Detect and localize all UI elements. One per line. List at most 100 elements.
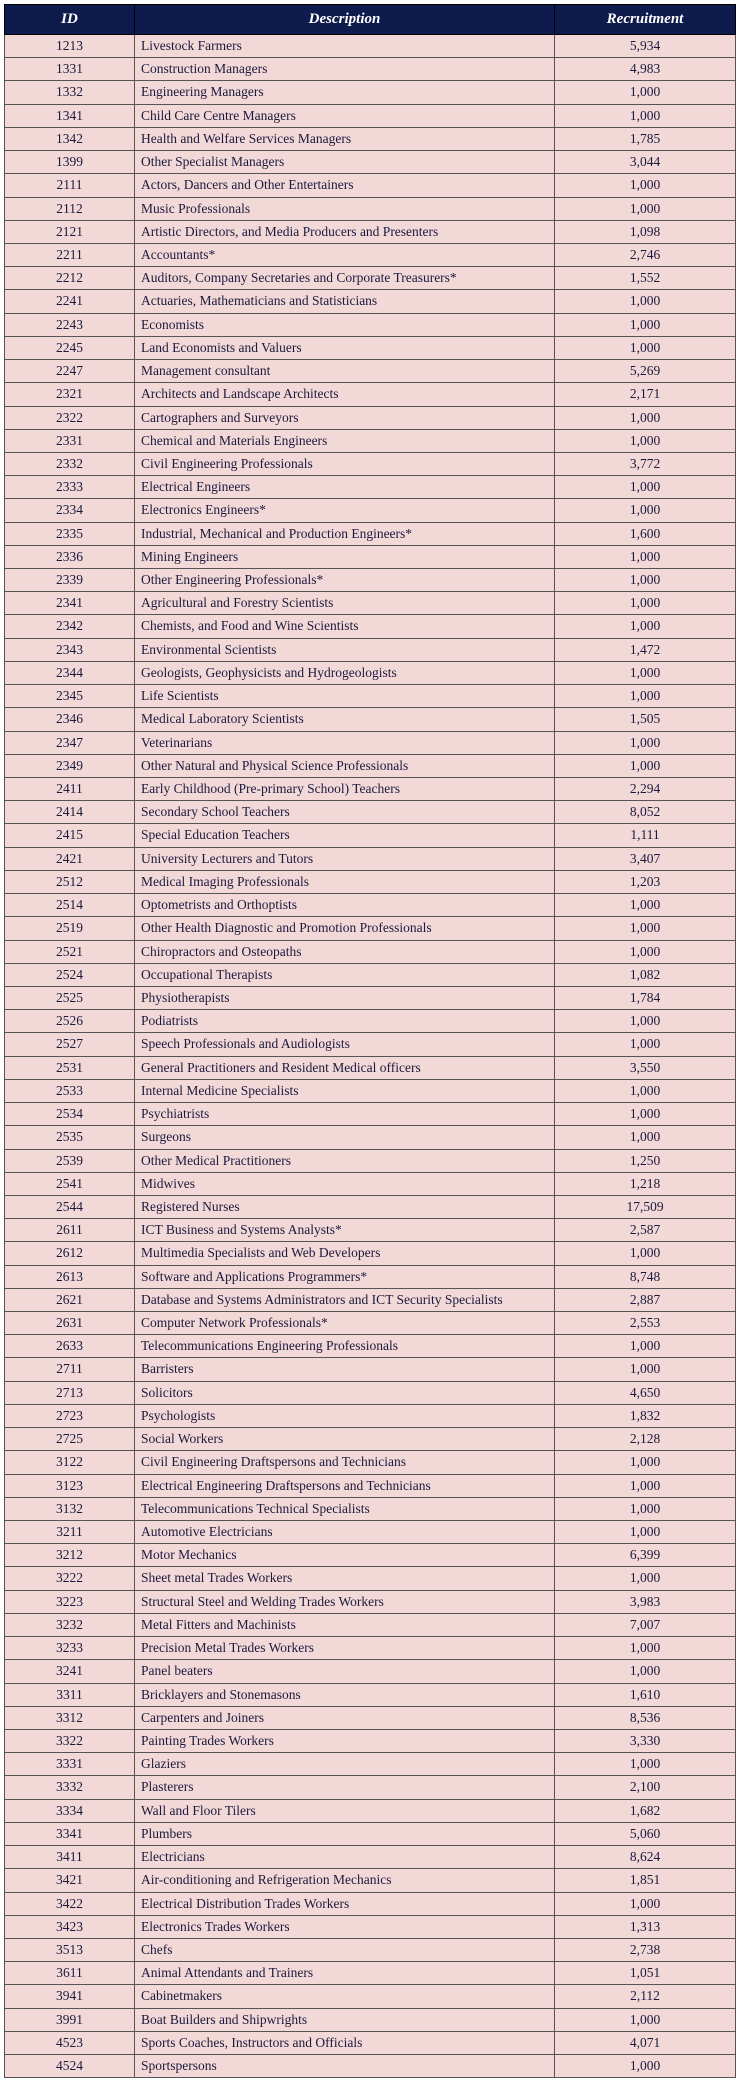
table-row: 2333Electrical Engineers1,000 [5,476,736,499]
cell-id: 2723 [5,1404,135,1427]
cell-id: 2341 [5,592,135,615]
cell-description: Actors, Dancers and Other Entertainers [135,174,555,197]
cell-recruitment: 17,509 [555,1195,736,1218]
table-row: 2339Other Engineering Professionals*1,00… [5,569,736,592]
table-header: ID Description Recruitment [5,5,736,35]
table-row: 2415Special Education Teachers1,111 [5,824,736,847]
cell-id: 2524 [5,963,135,986]
cell-id: 2519 [5,917,135,940]
table-row: 2322Cartographers and Surveyors1,000 [5,406,736,429]
cell-id: 2121 [5,220,135,243]
table-row: 2535Surgeons1,000 [5,1126,736,1149]
cell-description: Plumbers [135,1822,555,1845]
cell-recruitment: 1,600 [555,522,736,545]
cell-id: 4524 [5,2055,135,2078]
cell-description: Medical Imaging Professionals [135,870,555,893]
cell-id: 1331 [5,58,135,81]
table-row: 3421Air-conditioning and Refrigeration M… [5,1869,736,1892]
cell-recruitment: 1,000 [555,661,736,684]
cell-id: 3241 [5,1660,135,1683]
table-row: 2414Secondary School Teachers8,052 [5,801,736,824]
cell-recruitment: 1,682 [555,1799,736,1822]
cell-id: 2342 [5,615,135,638]
cell-description: Environmental Scientists [135,638,555,661]
cell-description: Metal Fitters and Machinists [135,1613,555,1636]
table-row: 2243Economists1,000 [5,313,736,336]
cell-recruitment: 1,000 [555,1358,736,1381]
cell-description: Painting Trades Workers [135,1729,555,1752]
cell-recruitment: 1,000 [555,592,736,615]
cell-recruitment: 1,000 [555,1335,736,1358]
cell-description: Civil Engineering Professionals [135,452,555,475]
table-row: 2335Industrial, Mechanical and Productio… [5,522,736,545]
cell-recruitment: 1,000 [555,1242,736,1265]
table-row: 2411Early Childhood (Pre-primary School)… [5,778,736,801]
table-row: 3991Boat Builders and Shipwrights1,000 [5,2008,736,2031]
cell-recruitment: 2,128 [555,1428,736,1451]
cell-recruitment: 1,000 [555,499,736,522]
cell-id: 2211 [5,243,135,266]
table-row: 3513Chefs2,738 [5,1938,736,1961]
table-row: 3241Panel beaters1,000 [5,1660,736,1683]
cell-description: Sports Coaches, Instructors and Official… [135,2031,555,2054]
cell-description: Music Professionals [135,197,555,220]
cell-id: 2334 [5,499,135,522]
table-row: 2247Management consultant5,269 [5,360,736,383]
cell-id: 2332 [5,452,135,475]
table-row: 1342Health and Welfare Services Managers… [5,127,736,150]
table-row: 3123Electrical Engineering Draftspersons… [5,1474,736,1497]
cell-recruitment: 5,934 [555,35,736,58]
cell-id: 2613 [5,1265,135,1288]
table-row: 2533Internal Medicine Specialists1,000 [5,1079,736,1102]
cell-id: 2533 [5,1079,135,1102]
table-row: 3334Wall and Floor Tilers1,682 [5,1799,736,1822]
cell-recruitment: 1,000 [555,197,736,220]
cell-recruitment: 8,536 [555,1706,736,1729]
table-row: 2346Medical Laboratory Scientists1,505 [5,708,736,731]
cell-id: 3423 [5,1915,135,1938]
cell-recruitment: 3,044 [555,151,736,174]
cell-recruitment: 1,000 [555,1497,736,1520]
cell-description: ICT Business and Systems Analysts* [135,1219,555,1242]
table-row: 2321Architects and Landscape Architects2… [5,383,736,406]
cell-id: 1213 [5,35,135,58]
cell-id: 2339 [5,569,135,592]
cell-recruitment: 1,000 [555,429,736,452]
cell-description: Chemists, and Food and Wine Scientists [135,615,555,638]
cell-id: 2343 [5,638,135,661]
table-row: 2212Auditors, Company Secretaries and Co… [5,267,736,290]
table-row: 2345Life Scientists1,000 [5,685,736,708]
table-row: 2531General Practitioners and Resident M… [5,1056,736,1079]
cell-recruitment: 1,552 [555,267,736,290]
cell-recruitment: 1,250 [555,1149,736,1172]
cell-id: 2331 [5,429,135,452]
cell-description: Cabinetmakers [135,1985,555,2008]
table-row: 1399Other Specialist Managers3,044 [5,151,736,174]
cell-description: Electronics Engineers* [135,499,555,522]
table-row: 3222Sheet metal Trades Workers1,000 [5,1567,736,1590]
cell-description: Internal Medicine Specialists [135,1079,555,1102]
cell-recruitment: 1,313 [555,1915,736,1938]
table-row: 2514Optometrists and Orthoptists1,000 [5,894,736,917]
cell-description: Artistic Directors, and Media Producers … [135,220,555,243]
cell-description: Industrial, Mechanical and Production En… [135,522,555,545]
cell-id: 2633 [5,1335,135,1358]
cell-description: Auditors, Company Secretaries and Corpor… [135,267,555,290]
table-row: 2349Other Natural and Physical Science P… [5,754,736,777]
cell-description: Computer Network Professionals* [135,1312,555,1335]
cell-description: Land Economists and Valuers [135,336,555,359]
cell-description: Other Natural and Physical Science Profe… [135,754,555,777]
cell-description: Barristers [135,1358,555,1381]
cell-description: University Lecturers and Tutors [135,847,555,870]
cell-description: Sportspersons [135,2055,555,2078]
cell-id: 2247 [5,360,135,383]
cell-description: Occupational Therapists [135,963,555,986]
cell-recruitment: 6,399 [555,1544,736,1567]
cell-id: 1341 [5,104,135,127]
table-row: 2633Telecommunications Engineering Profe… [5,1335,736,1358]
cell-description: Life Scientists [135,685,555,708]
table-row: 4523Sports Coaches, Instructors and Offi… [5,2031,736,2054]
table-row: 2512Medical Imaging Professionals1,203 [5,870,736,893]
cell-id: 2535 [5,1126,135,1149]
cell-description: Wall and Floor Tilers [135,1799,555,1822]
